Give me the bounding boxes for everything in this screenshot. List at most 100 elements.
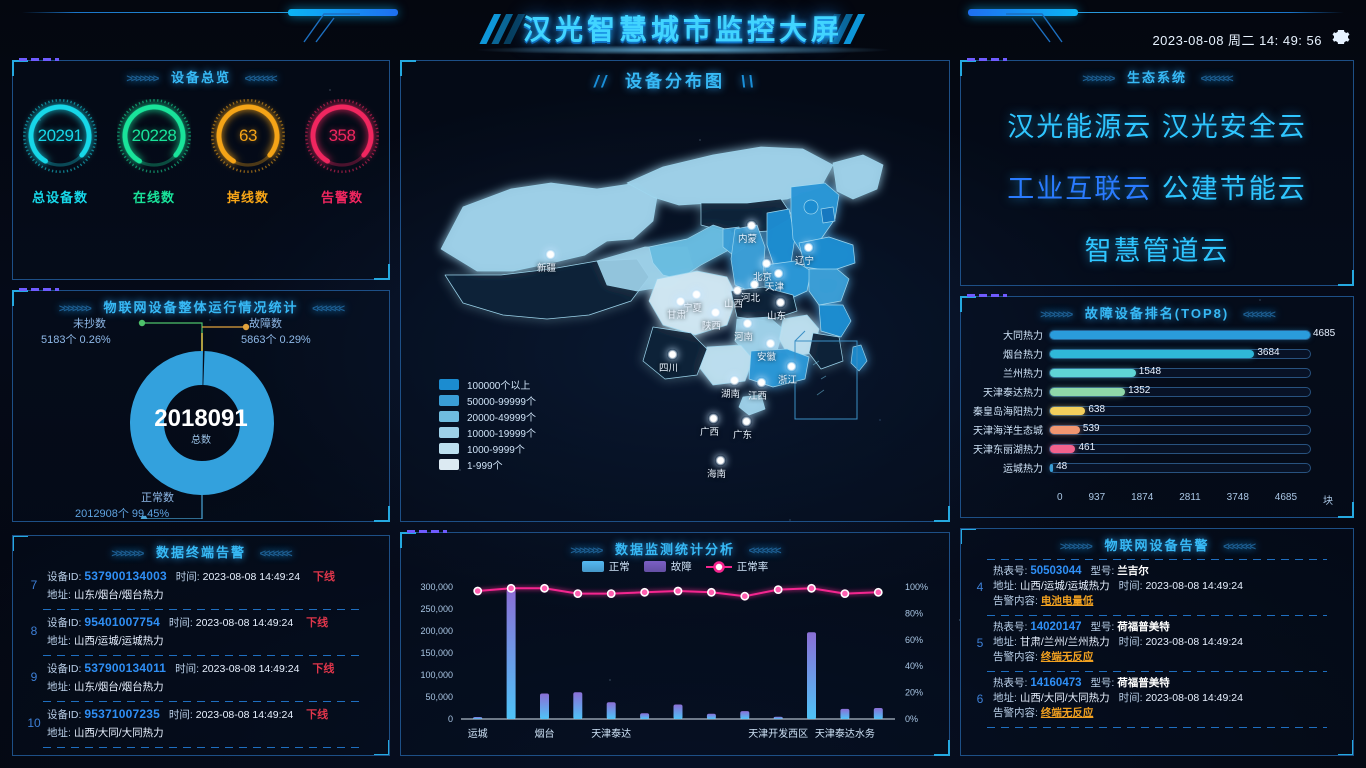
map-marker-dot[interactable] [715, 455, 726, 466]
map-marker-dot[interactable] [761, 258, 772, 269]
terminal-alarm-item[interactable]: 10 设备ID: 95371007235 时间: 2023-08-08 14:4… [19, 702, 383, 748]
map-marker-dot[interactable] [732, 285, 743, 296]
donut-value-normal: 2012908个 99.45% [75, 508, 170, 520]
device-id-value[interactable]: 537900134011 [84, 661, 167, 675]
address-value: 山西/大同/大同热力 [73, 727, 164, 739]
device-id-value[interactable]: 95401007754 [84, 615, 160, 629]
map-legend-item-4[interactable]: 10000-19999个 [439, 424, 536, 440]
table-row[interactable]: 9 设备ID: 537900134011 时间: 2023-08-08 14:4… [19, 656, 383, 696]
address-label: 地址: [993, 580, 1017, 592]
map-marker-dot[interactable] [675, 296, 686, 307]
ecosystem-line-1[interactable]: 汉光能源云 汉光安全云 [961, 105, 1353, 144]
fault-rank-row[interactable]: 兰州热力 1548 [961, 363, 1353, 382]
chart-legend-item-3[interactable]: 正常率 [705, 559, 768, 574]
terminal-alarm-item[interactable]: 11 设备ID: 95458010871 时间: 2023-08-08 14:4… [19, 748, 383, 753]
ecosystem-line-3[interactable]: 智慧管道云 [961, 229, 1353, 268]
map-legend-item-2[interactable]: 50000-99999个 [439, 392, 536, 408]
ecosystem-item[interactable]: 公建节能云 [1161, 174, 1307, 204]
map-marker-dot[interactable] [749, 279, 760, 290]
panel-title-terminal-alarm: >>>>>>> 数据终端告警 <<<<<<< [13, 542, 389, 561]
map-legend-item-6[interactable]: 1-999个 [439, 456, 536, 472]
map-marker-dot[interactable] [775, 297, 786, 308]
map-marker-dot[interactable] [729, 375, 740, 386]
table-row[interactable]: 4 热表号: 50503044 型号: 兰吉尔 地址: 山西/运城/运城热力 时… [967, 562, 1347, 611]
row-line-primary: 设备ID: 95401007754 时间: 2023-08-08 14:49:2… [47, 614, 381, 630]
alarm-content-value[interactable]: 电池电量低 [1040, 595, 1094, 607]
panel-title-iot-alarm: >>>>>>> 物联网设备告警 <<<<<<< [961, 535, 1353, 554]
iot-alarm-item[interactable]: 6 热表号: 14160473 型号: 荷福普美特 地址: 山西/大同/大同热力… [967, 674, 1347, 728]
gauge-value: 20291 [37, 126, 83, 145]
map-legend-item-1[interactable]: 100000个以上 [439, 376, 536, 392]
header-decor-left [303, 13, 360, 43]
ecosystem-item[interactable]: 工业互联云 [1007, 174, 1153, 204]
fault-rank-row[interactable]: 天津海洋生态城 539 [961, 420, 1353, 439]
rank-value: 3684 [1257, 346, 1280, 358]
chart-legend[interactable]: 正常 故障 正常率 [401, 559, 949, 574]
table-row[interactable]: 5 热表号: 14020147 型号: 荷福普美特 地址: 甘肃/兰州/兰州热力… [967, 618, 1347, 667]
map-marker-dot[interactable] [756, 377, 767, 388]
map-marker-dot[interactable] [741, 416, 752, 427]
terminal-alarm-item[interactable]: 7 设备ID: 537900134003 时间: 2023-08-08 14:4… [19, 564, 383, 610]
chart-legend-item-1[interactable]: 正常 [581, 559, 630, 574]
map-marker-dot[interactable] [773, 268, 784, 279]
table-row[interactable]: 10 设备ID: 95371007235 时间: 2023-08-08 14:4… [19, 702, 383, 742]
axis-tick: 2811 [1179, 492, 1201, 503]
map-legend-item-3[interactable]: 20000-49999个 [439, 408, 536, 424]
iot-alarm-item[interactable]: 5 热表号: 14020147 型号: 荷福普美特 地址: 甘肃/兰州/兰州热力… [967, 618, 1347, 672]
chart-legend-item-2[interactable]: 故障 [643, 559, 692, 574]
terminal-alarm-item[interactable]: 9 设备ID: 537900134011 时间: 2023-08-08 14:4… [19, 656, 383, 702]
rank-label: 运城热力 [1003, 464, 1043, 475]
map-marker-dot[interactable] [545, 249, 556, 260]
map-marker-dot[interactable] [710, 307, 721, 318]
device-id-value[interactable]: 95371007235 [84, 707, 160, 721]
gear-icon[interactable] [1332, 28, 1350, 46]
map-marker-dot[interactable] [742, 318, 753, 329]
map-marker-dot[interactable] [708, 413, 719, 424]
terminal-alarm-list[interactable]: 7 设备ID: 537900134003 时间: 2023-08-08 14:4… [19, 564, 383, 753]
fault-rank-row[interactable]: 天津泰达热力 1352 [961, 382, 1353, 401]
map-marker-dot[interactable] [691, 289, 702, 300]
table-row[interactable]: 6 热表号: 14160473 型号: 荷福普美特 地址: 山西/大同/大同热力… [967, 674, 1347, 723]
meter-value[interactable]: 14020147 [1030, 621, 1082, 633]
meter-value[interactable]: 14160473 [1030, 677, 1082, 689]
time-label: 时间: [168, 617, 193, 629]
china-map[interactable] [401, 79, 951, 509]
time-label: 时间: [1118, 636, 1143, 648]
table-row[interactable]: 7 设备ID: 537900134003 时间: 2023-08-08 14:4… [19, 564, 383, 604]
row-index: 5 [976, 635, 984, 650]
row-line-meter: 热表号: 14160473 型号: 荷福普美特 [993, 676, 1243, 691]
meter-value[interactable]: 50503044 [1030, 565, 1082, 577]
map-marker-dot[interactable] [803, 242, 814, 253]
map-legend-item-5[interactable]: 1000-9999个 [439, 440, 536, 456]
iot-alarm-list[interactable]: 4 热表号: 50503044 型号: 兰吉尔 地址: 山西/运城/运城热力 时… [967, 555, 1347, 753]
fault-rank-row[interactable]: 烟台热力 3684 [961, 344, 1353, 363]
donut-value-unread: 5183个 0.26% [41, 334, 111, 346]
terminal-alarm-item[interactable]: 8 设备ID: 95401007754 时间: 2023-08-08 14:49… [19, 610, 383, 656]
chevron-left-icon: <<<<<<< [1242, 309, 1276, 321]
axis-tick: 3748 [1226, 492, 1249, 503]
time-label: 时间: [1118, 580, 1143, 592]
alarm-content-value[interactable]: 终端无反应 [1040, 707, 1094, 719]
fault-rank-row[interactable]: 秦皇岛海阳热力 638 [961, 401, 1353, 420]
map-marker-dot[interactable] [746, 220, 757, 231]
row-line-address: 地址: 山西/大同/大同热力 时间: 2023-08-08 14:49:24 [993, 691, 1243, 706]
iot-alarm-item[interactable]: 4 热表号: 50503044 型号: 兰吉尔 地址: 山西/运城/运城热力 时… [967, 562, 1347, 616]
fault-rank-row[interactable]: 运城热力 48 [961, 458, 1353, 477]
device-id-value[interactable]: 537900134003 [84, 569, 167, 583]
table-row[interactable]: 11 设备ID: 95458010871 时间: 2023-08-08 14:4… [19, 748, 383, 753]
table-row[interactable]: 8 设备ID: 95401007754 时间: 2023-08-08 14:49… [19, 610, 383, 650]
panel-fault-rank: >>>>>>> 故障设备排名(TOP8) <<<<<<< 大同热力 4685 烟… [960, 294, 1354, 518]
map-marker-dot[interactable] [765, 338, 776, 349]
monitor-bar-chart[interactable]: 0 50,000 100,000 150,000 200,000 250,000 300,0… [401, 577, 951, 753]
fault-rank-row[interactable]: 天津东丽湖热力 461 [961, 439, 1353, 458]
row-divider [43, 747, 359, 748]
ecosystem-item[interactable]: 智慧管道云 [1084, 236, 1230, 266]
ecosystem-item[interactable]: 汉光安全云 [1161, 112, 1307, 142]
map-marker-dot[interactable] [786, 361, 797, 372]
alarm-content-value[interactable]: 终端无反应 [1040, 651, 1094, 663]
ecosystem-line-2[interactable]: 工业互联云 公建节能云 [961, 167, 1353, 206]
ecosystem-item[interactable]: 汉光能源云 [1007, 112, 1153, 142]
map-marker-dot[interactable] [667, 349, 678, 360]
fault-rank-rows: 大同热力 4685 烟台热力 3684 兰州热力 1548 天津泰达热力 135… [961, 325, 1353, 477]
fault-rank-row[interactable]: 大同热力 4685 [961, 325, 1353, 344]
